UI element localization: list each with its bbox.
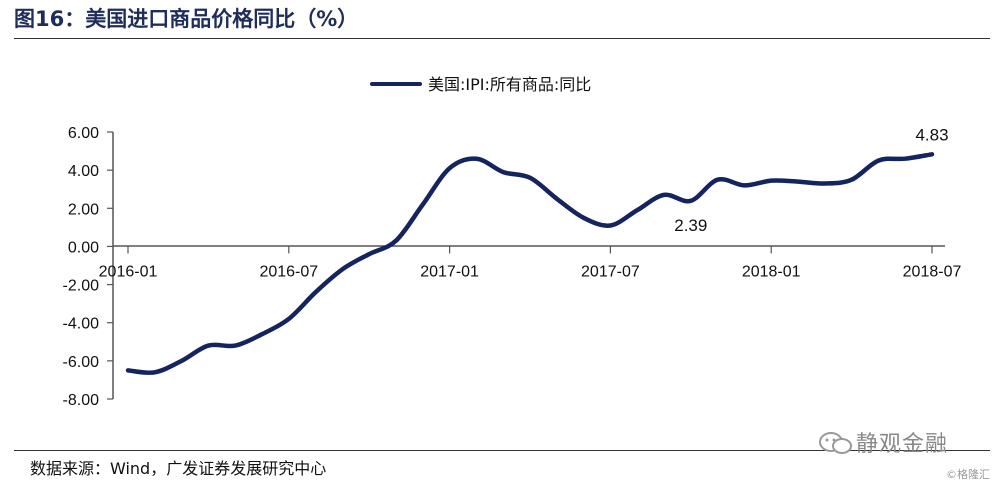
data-point	[903, 157, 907, 161]
legend-label: 美国:IPI:所有商品:同比	[428, 75, 591, 94]
data-point	[180, 359, 184, 363]
data-point	[421, 202, 425, 206]
data-point	[233, 344, 237, 348]
y-tick-label: 6.00	[68, 125, 99, 142]
wechat-icon	[819, 432, 852, 454]
data-label: 2.39	[674, 216, 707, 235]
data-point	[287, 317, 291, 321]
line-chart: 美国:IPI:所有商品:同比 6.00 4.00 2.00 0.00 -2.00 -4.0…	[63, 75, 962, 409]
data-point	[930, 152, 934, 156]
x-tick-label: 2016-07	[259, 263, 318, 280]
x-tick-label: 2017-01	[420, 263, 479, 280]
legend: 美国:IPI:所有商品:同比	[370, 75, 591, 94]
data-labels: 2.39 4.83	[674, 125, 948, 235]
x-axis-ticks: 2016-01 2016-07 2017-01 2017-07 2018-01 2018-…	[99, 246, 962, 280]
y-axis-ticks: 6.00 4.00 2.00 0.00 -2.00 -4.00 -6.00 -8.00	[63, 125, 113, 409]
data-point	[608, 223, 612, 227]
data-point	[126, 368, 130, 372]
x-tick-label: 2016-01	[99, 263, 158, 280]
data-point	[742, 183, 746, 187]
source-rule	[14, 450, 990, 451]
data-point	[501, 170, 505, 174]
data-point	[260, 332, 264, 336]
data-point	[153, 370, 157, 374]
x-tick-label: 2017-07	[581, 263, 640, 280]
x-tick-label: 2018-01	[742, 263, 801, 280]
data-point	[796, 180, 800, 184]
data-point	[448, 166, 452, 170]
data-point	[474, 157, 478, 161]
data-point	[716, 178, 720, 182]
data-point	[850, 178, 854, 182]
data-point	[314, 290, 318, 294]
data-point	[528, 176, 532, 180]
data-point	[876, 159, 880, 163]
y-tick-label: 4.00	[68, 163, 99, 180]
data-point	[555, 197, 559, 201]
watermark-logo: 静观金融	[818, 424, 948, 464]
figure-title: 图16：美国进口商品价格同比（%）	[14, 7, 359, 31]
data-point	[394, 239, 398, 243]
data-point	[769, 179, 773, 183]
y-tick-label: -8.00	[63, 392, 100, 409]
y-tick-label: 0.00	[68, 239, 99, 256]
series-line	[125, 152, 935, 375]
data-point	[823, 181, 827, 185]
data-point	[689, 199, 693, 203]
source-note: 数据来源：Wind，广发证券发展研究中心	[30, 459, 327, 478]
data-point	[206, 344, 210, 348]
y-tick-label: -6.00	[63, 354, 100, 371]
title-rule	[14, 38, 990, 39]
x-tick-label: 2018-07	[903, 263, 962, 280]
y-tick-label: 2.00	[68, 201, 99, 218]
data-label: 4.83	[915, 125, 948, 144]
data-point	[662, 193, 666, 197]
watermark-text: 静观金融	[856, 432, 949, 457]
corner-watermark: ©格隆汇	[946, 468, 990, 481]
y-tick-label: -2.00	[63, 278, 100, 295]
data-point	[340, 267, 344, 271]
y-tick-label: -4.00	[63, 316, 100, 333]
data-point	[582, 216, 586, 220]
data-point	[635, 208, 639, 212]
data-point	[367, 252, 371, 256]
